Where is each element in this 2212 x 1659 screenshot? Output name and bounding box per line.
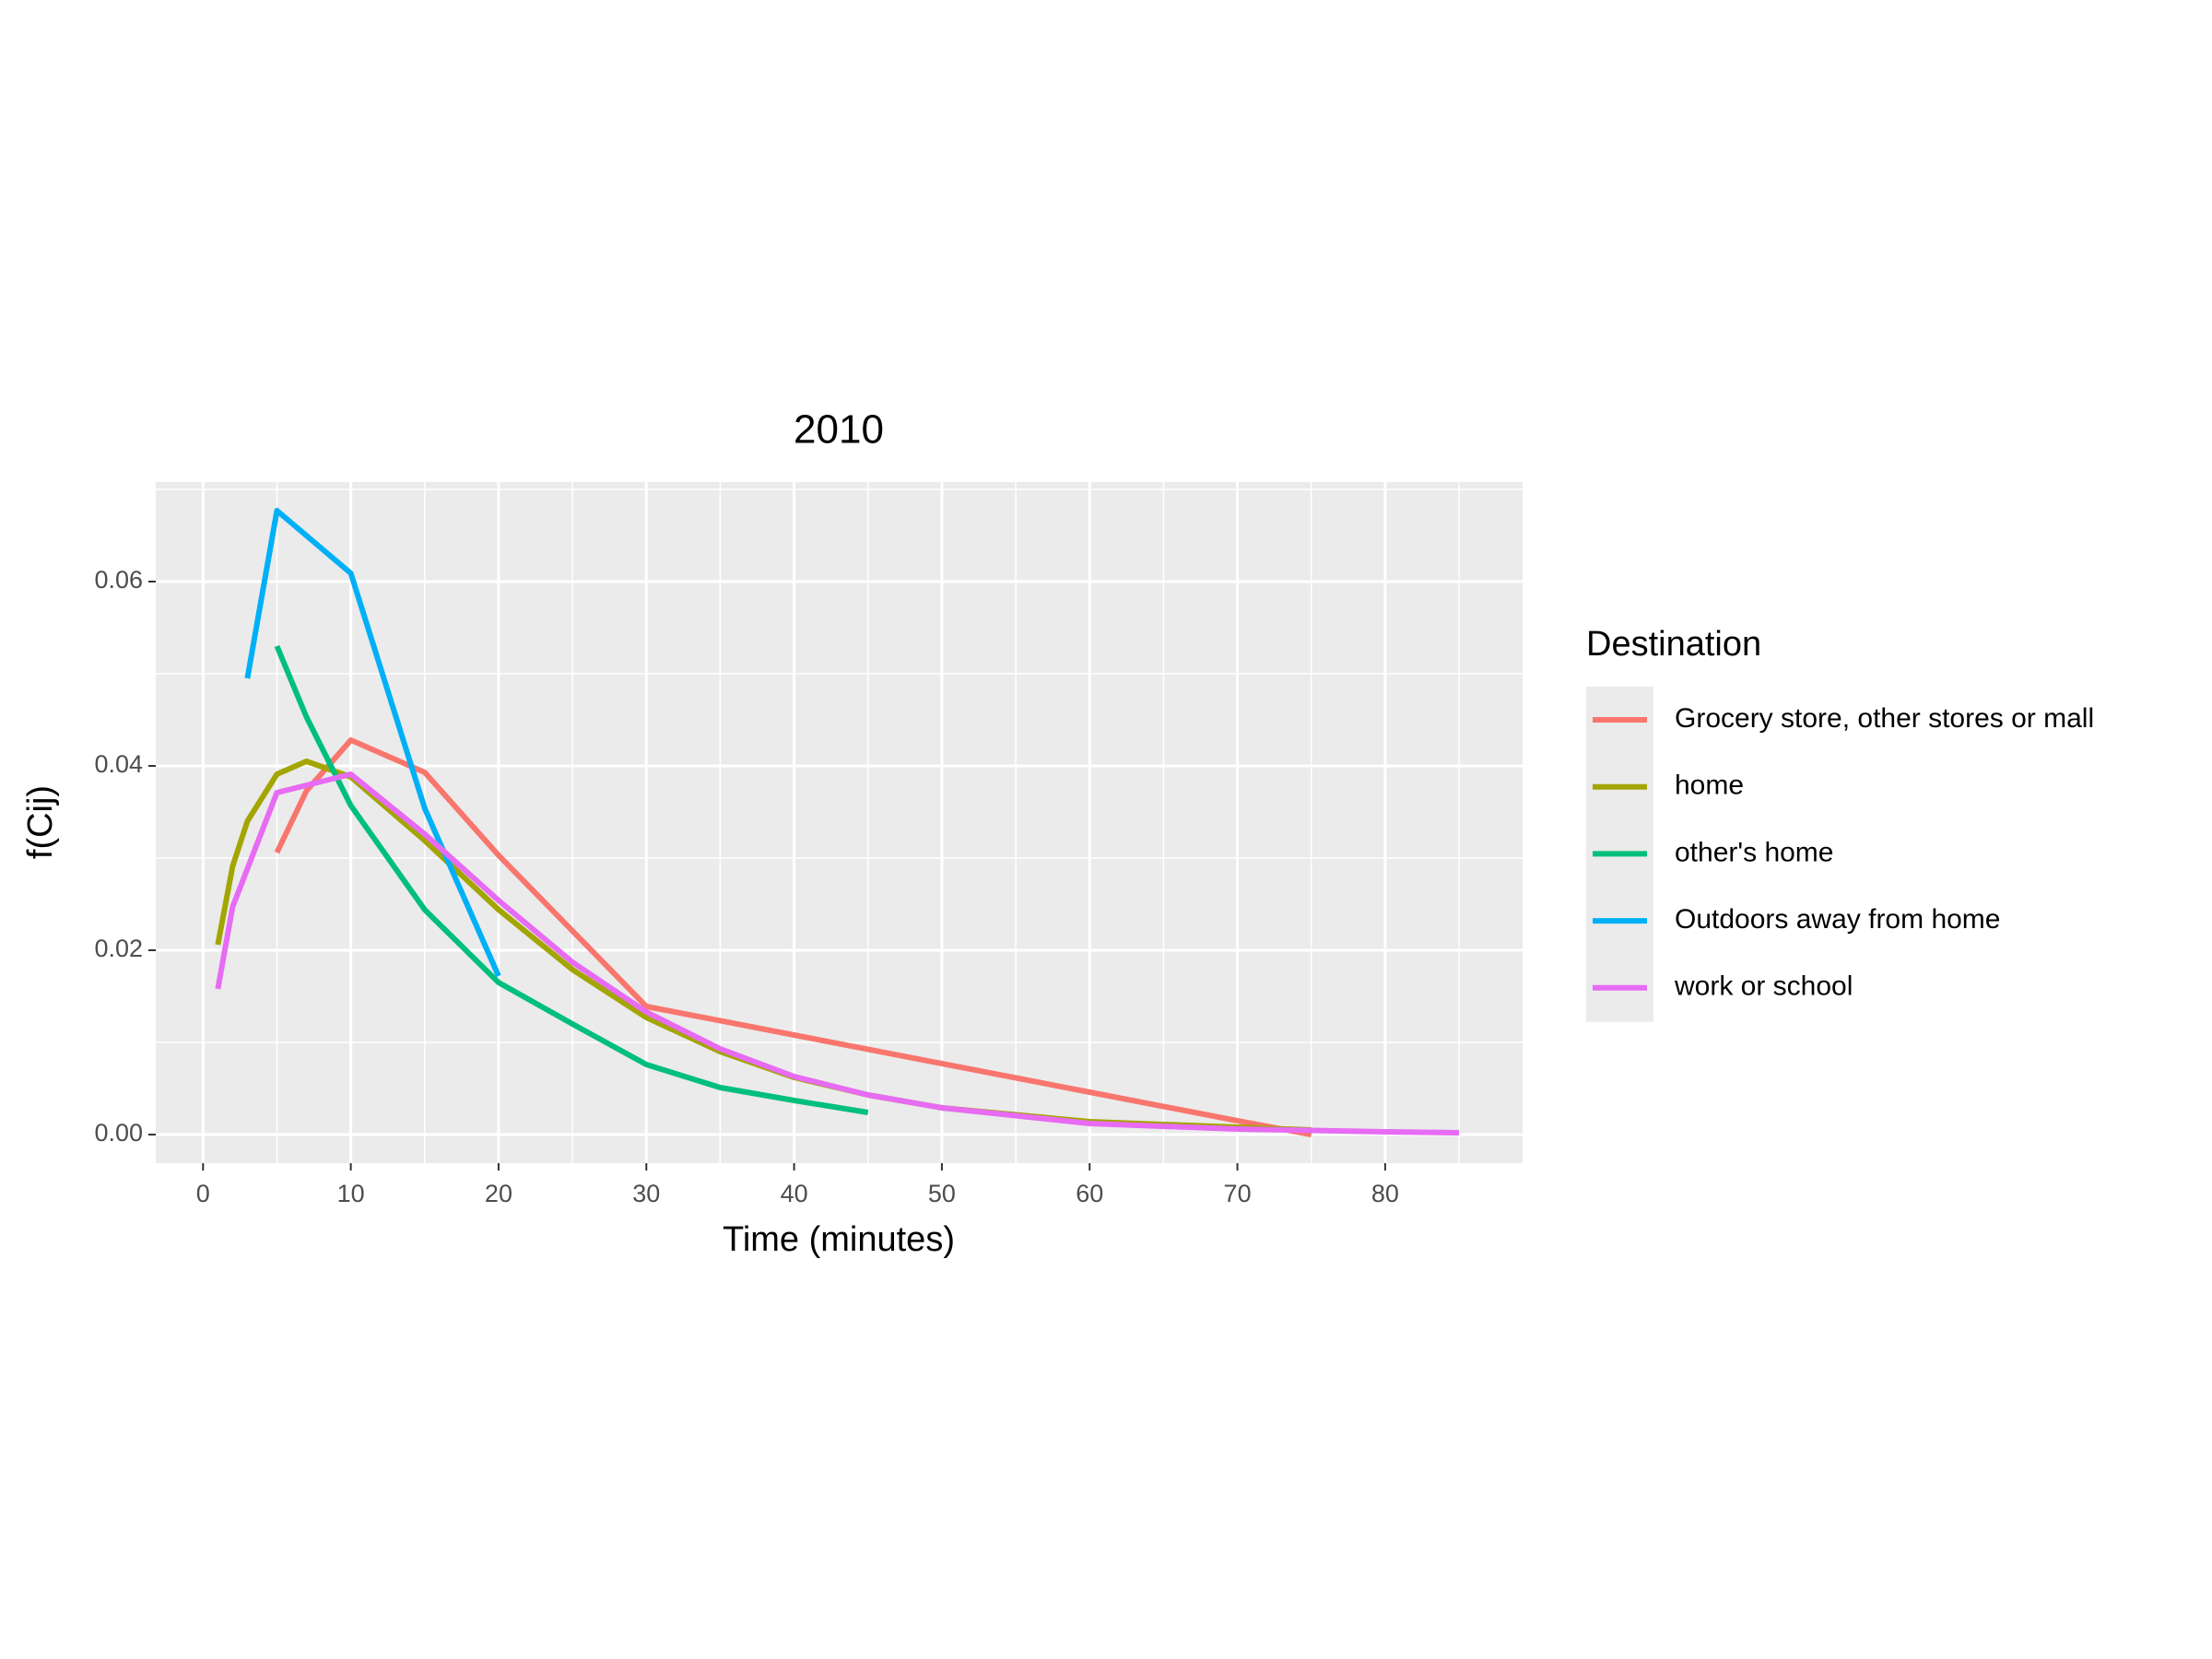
legend-title: Destination xyxy=(1586,625,1761,664)
legend-label: home xyxy=(1675,771,1744,801)
y-tick-label: 0.00 xyxy=(94,1119,143,1147)
x-tick-label: 40 xyxy=(781,1180,808,1207)
legend-label: Outdoors away from home xyxy=(1675,904,2000,935)
x-tick-label: 10 xyxy=(337,1180,365,1207)
y-axis-title: f(Cij) xyxy=(21,785,60,859)
x-tick-label: 70 xyxy=(1224,1180,1252,1207)
x-tick-label: 60 xyxy=(1076,1180,1103,1207)
series-line xyxy=(244,508,501,978)
x-tick-label: 30 xyxy=(632,1180,660,1207)
x-tick-label: 20 xyxy=(485,1180,512,1207)
x-tick-label: 50 xyxy=(928,1180,956,1207)
x-tick-label: 0 xyxy=(196,1180,210,1207)
x-axis-title: Time (minutes) xyxy=(723,1220,955,1259)
chart-title: 2010 xyxy=(794,407,884,453)
series-line xyxy=(274,644,869,1115)
legend-label: work or school xyxy=(1674,971,1853,1002)
lines xyxy=(215,508,1460,1137)
plot-panel xyxy=(156,482,1523,1163)
x-tick-label: 80 xyxy=(1371,1180,1399,1207)
series-line xyxy=(274,737,1312,1137)
legend: Grocery store, other stores or mall home o… xyxy=(1586,687,2094,1022)
legend-label: Grocery store, other stores or mall xyxy=(1675,703,2094,734)
y-tick-label: 0.06 xyxy=(94,566,143,594)
grid: 0 10 20 30 40 50 60 70 80 0.00 0.02 0.04 0.06 xyxy=(94,482,1523,1207)
y-tick-label: 0.02 xyxy=(94,935,143,962)
legend-label: other's home xyxy=(1675,837,1834,867)
y-tick-label: 0.04 xyxy=(94,750,143,778)
series-line xyxy=(215,771,1460,1135)
